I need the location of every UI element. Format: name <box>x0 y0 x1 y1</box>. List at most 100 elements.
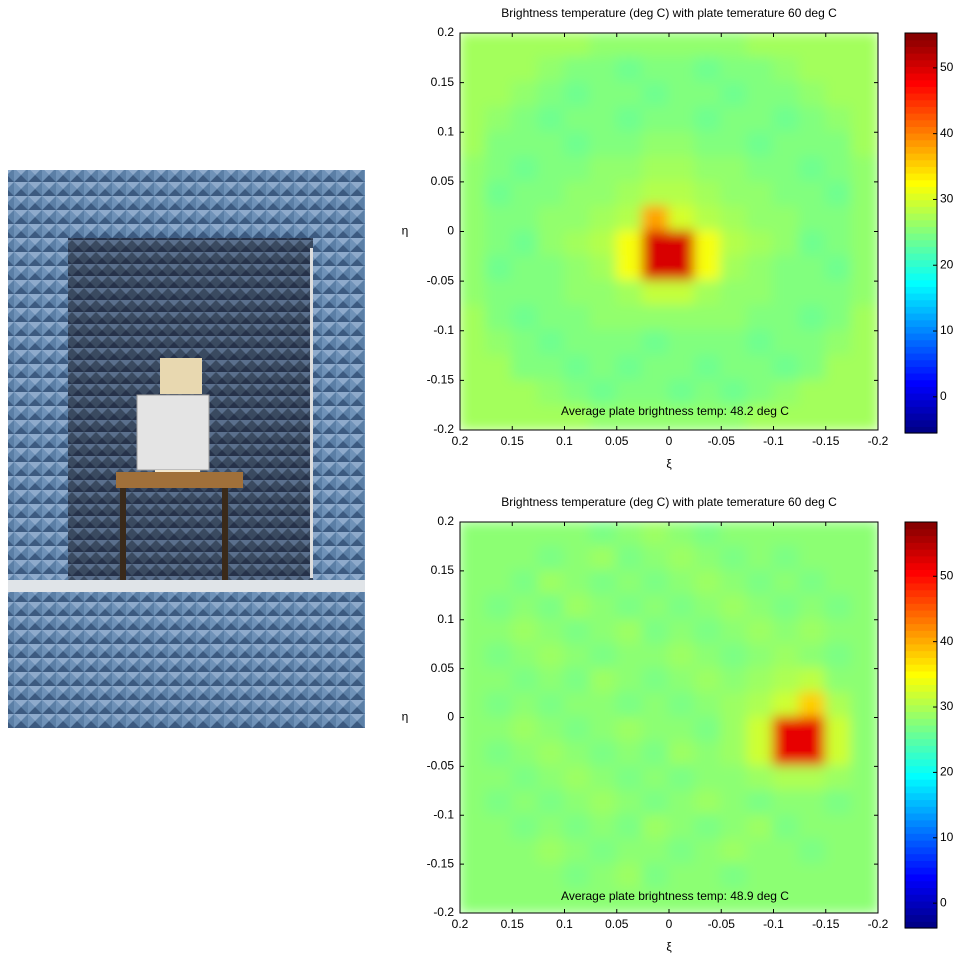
heat-cell <box>459 717 487 743</box>
colorbar-step <box>905 280 937 287</box>
heat-cell <box>459 692 487 718</box>
x-tick-label: -0.2 <box>868 434 889 448</box>
heat-cell <box>720 355 748 382</box>
heatmap-cells <box>459 32 879 431</box>
heat-cell <box>642 379 670 406</box>
heat-cell <box>616 692 644 718</box>
heat-cell <box>668 790 696 816</box>
heat-cell <box>773 790 801 816</box>
heat-cell <box>564 280 592 307</box>
heat-cell <box>642 692 670 718</box>
y-axis-label: η <box>402 710 409 724</box>
heat-cell <box>773 131 801 158</box>
heat-cell <box>694 643 722 669</box>
heat-cell <box>746 545 774 571</box>
heat-cell <box>799 82 827 109</box>
figure: 0.20.150.10.050-0.05-0.1-0.15-0.2-0.2-0.… <box>0 0 959 961</box>
heat-cell <box>825 206 853 233</box>
heat-cell <box>799 741 827 767</box>
heat-cell <box>851 231 879 258</box>
heat-cell <box>537 594 565 620</box>
colorbar-step <box>905 386 937 393</box>
colorbar-step <box>905 346 937 353</box>
heat-cell <box>511 206 539 233</box>
heat-cell <box>642 863 670 889</box>
heat-cell <box>694 619 722 645</box>
heat-cell <box>694 330 722 357</box>
colorbar-step <box>905 213 937 220</box>
colorbar-step <box>905 326 937 333</box>
colorbar <box>905 33 937 434</box>
heat-cell <box>590 692 618 718</box>
heat-cell <box>511 790 539 816</box>
heat-cell <box>485 594 513 620</box>
colorbar-step <box>905 220 937 227</box>
heat-cell <box>485 206 513 233</box>
heat-cell <box>694 156 722 183</box>
heat-cell <box>694 863 722 889</box>
heat-cell <box>485 521 513 547</box>
heat-cell <box>564 790 592 816</box>
heat-cell <box>773 814 801 840</box>
heat-cell <box>590 106 618 133</box>
heat-cell <box>773 863 801 889</box>
heat-cell <box>590 131 618 158</box>
colorbar-step <box>905 678 937 685</box>
heat-cell <box>773 594 801 620</box>
heat-cell <box>851 355 879 382</box>
colorbar-step <box>905 133 937 140</box>
heat-cell <box>720 255 748 282</box>
heat-cell <box>537 814 565 840</box>
heat-cell <box>616 863 644 889</box>
heat-cell <box>511 156 539 183</box>
colorbar-step <box>905 366 937 373</box>
heat-cell <box>459 206 487 233</box>
heat-cell <box>668 82 696 109</box>
heat-cell <box>485 305 513 332</box>
colorbar-step <box>905 73 937 80</box>
heat-cell <box>773 545 801 571</box>
heatmap-cells <box>459 521 879 914</box>
heat-cell <box>616 717 644 743</box>
heat-cell <box>564 231 592 258</box>
heat-cell <box>511 131 539 158</box>
heat-cell <box>511 814 539 840</box>
heat-cell <box>720 82 748 109</box>
colorbar-step <box>905 293 937 300</box>
heat-cell <box>590 82 618 109</box>
heat-cell <box>564 330 592 357</box>
heat-cell <box>642 255 670 282</box>
heat-cell <box>746 379 774 406</box>
heat-cell <box>851 570 879 596</box>
heat-cell <box>773 82 801 109</box>
colorbar-tick-label: 40 <box>940 634 954 648</box>
x-axis-label: ξ <box>666 457 672 471</box>
heat-cell <box>851 741 879 767</box>
heat-cell <box>694 545 722 571</box>
heat-cell <box>668 619 696 645</box>
colorbar-tick-label: 30 <box>940 699 954 713</box>
heat-cell <box>616 57 644 84</box>
heat-cell <box>773 32 801 59</box>
heat-cell <box>694 57 722 84</box>
heat-cell <box>851 668 879 694</box>
heat-cell <box>511 570 539 596</box>
colorbar-step <box>905 867 937 874</box>
heat-cell <box>773 231 801 258</box>
heat-cell <box>825 32 853 59</box>
heat-cell <box>590 741 618 767</box>
heat-cell <box>511 717 539 743</box>
annotation: Average plate brightness temp: 48.9 deg … <box>561 889 789 903</box>
colorbar-step <box>905 226 937 233</box>
heat-cell <box>537 717 565 743</box>
colorbar-step <box>905 246 937 253</box>
heat-cell <box>642 305 670 332</box>
heat-cell <box>694 814 722 840</box>
heat-cell <box>746 305 774 332</box>
colorbar-step <box>905 840 937 847</box>
colorbar-step <box>905 630 937 637</box>
heat-cell <box>642 156 670 183</box>
heat-cell <box>799 131 827 158</box>
x-tick-label: -0.15 <box>812 917 840 931</box>
heat-cell <box>511 181 539 208</box>
